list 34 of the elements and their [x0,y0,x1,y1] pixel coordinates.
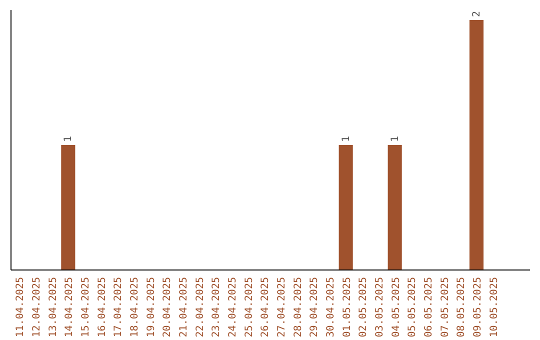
x-tick-label: 19.04.2025 [146,277,157,338]
x-tick-label: 11.04.2025 [15,277,26,338]
x-tick-label: 05.05.2025 [407,277,418,338]
x-tick-label: 16.04.2025 [96,277,108,338]
x-tick-label: 04.05.2025 [390,277,402,338]
x-tick-label: 29.04.2025 [309,277,320,338]
x-tick-label: 02.05.2025 [358,277,370,338]
data-label: 1 [63,136,74,142]
data-label: 1 [340,136,352,142]
x-tick-label: 14.04.2025 [64,277,76,338]
x-tick-label: 03.05.2025 [374,277,386,338]
x-tick-label: 18.04.2025 [130,277,140,338]
x-tick-label: 28.04.2025 [292,277,304,338]
x-tick-label: 30.04.2025 [326,277,336,338]
x-tick-label: 06.05.2025 [424,277,434,338]
x-tick-label: 17.04.2025 [113,277,124,338]
x-tick-label: 13.04.2025 [48,277,59,338]
data-label: 1 [390,136,401,142]
x-tick-label: 22.04.2025 [194,277,206,338]
x-tick-label: 24.04.2025 [228,277,238,338]
x-tick-label: 21.04.2025 [178,277,190,338]
x-tick-label: 26.04.2025 [260,277,272,338]
x-tick-label: 09.05.2025 [472,277,484,338]
x-tick-label: 01.05.2025 [342,277,353,338]
data-label: 2 [472,10,482,17]
x-tick-label: 20.04.2025 [162,277,174,338]
x-tick-label: 27.04.2025 [276,277,288,338]
x-tick-label: 08.05.2025 [456,277,468,338]
x-tick-label: 07.05.2025 [440,277,451,338]
x-tick-label: 12.04.2025 [32,277,42,338]
x-tick-label: 23.04.2025 [211,277,222,338]
x-tick-label: 15.04.2025 [80,277,92,338]
x-tick-label: 10.05.2025 [488,277,500,338]
x-tick-label: 25.04.2025 [244,277,255,338]
